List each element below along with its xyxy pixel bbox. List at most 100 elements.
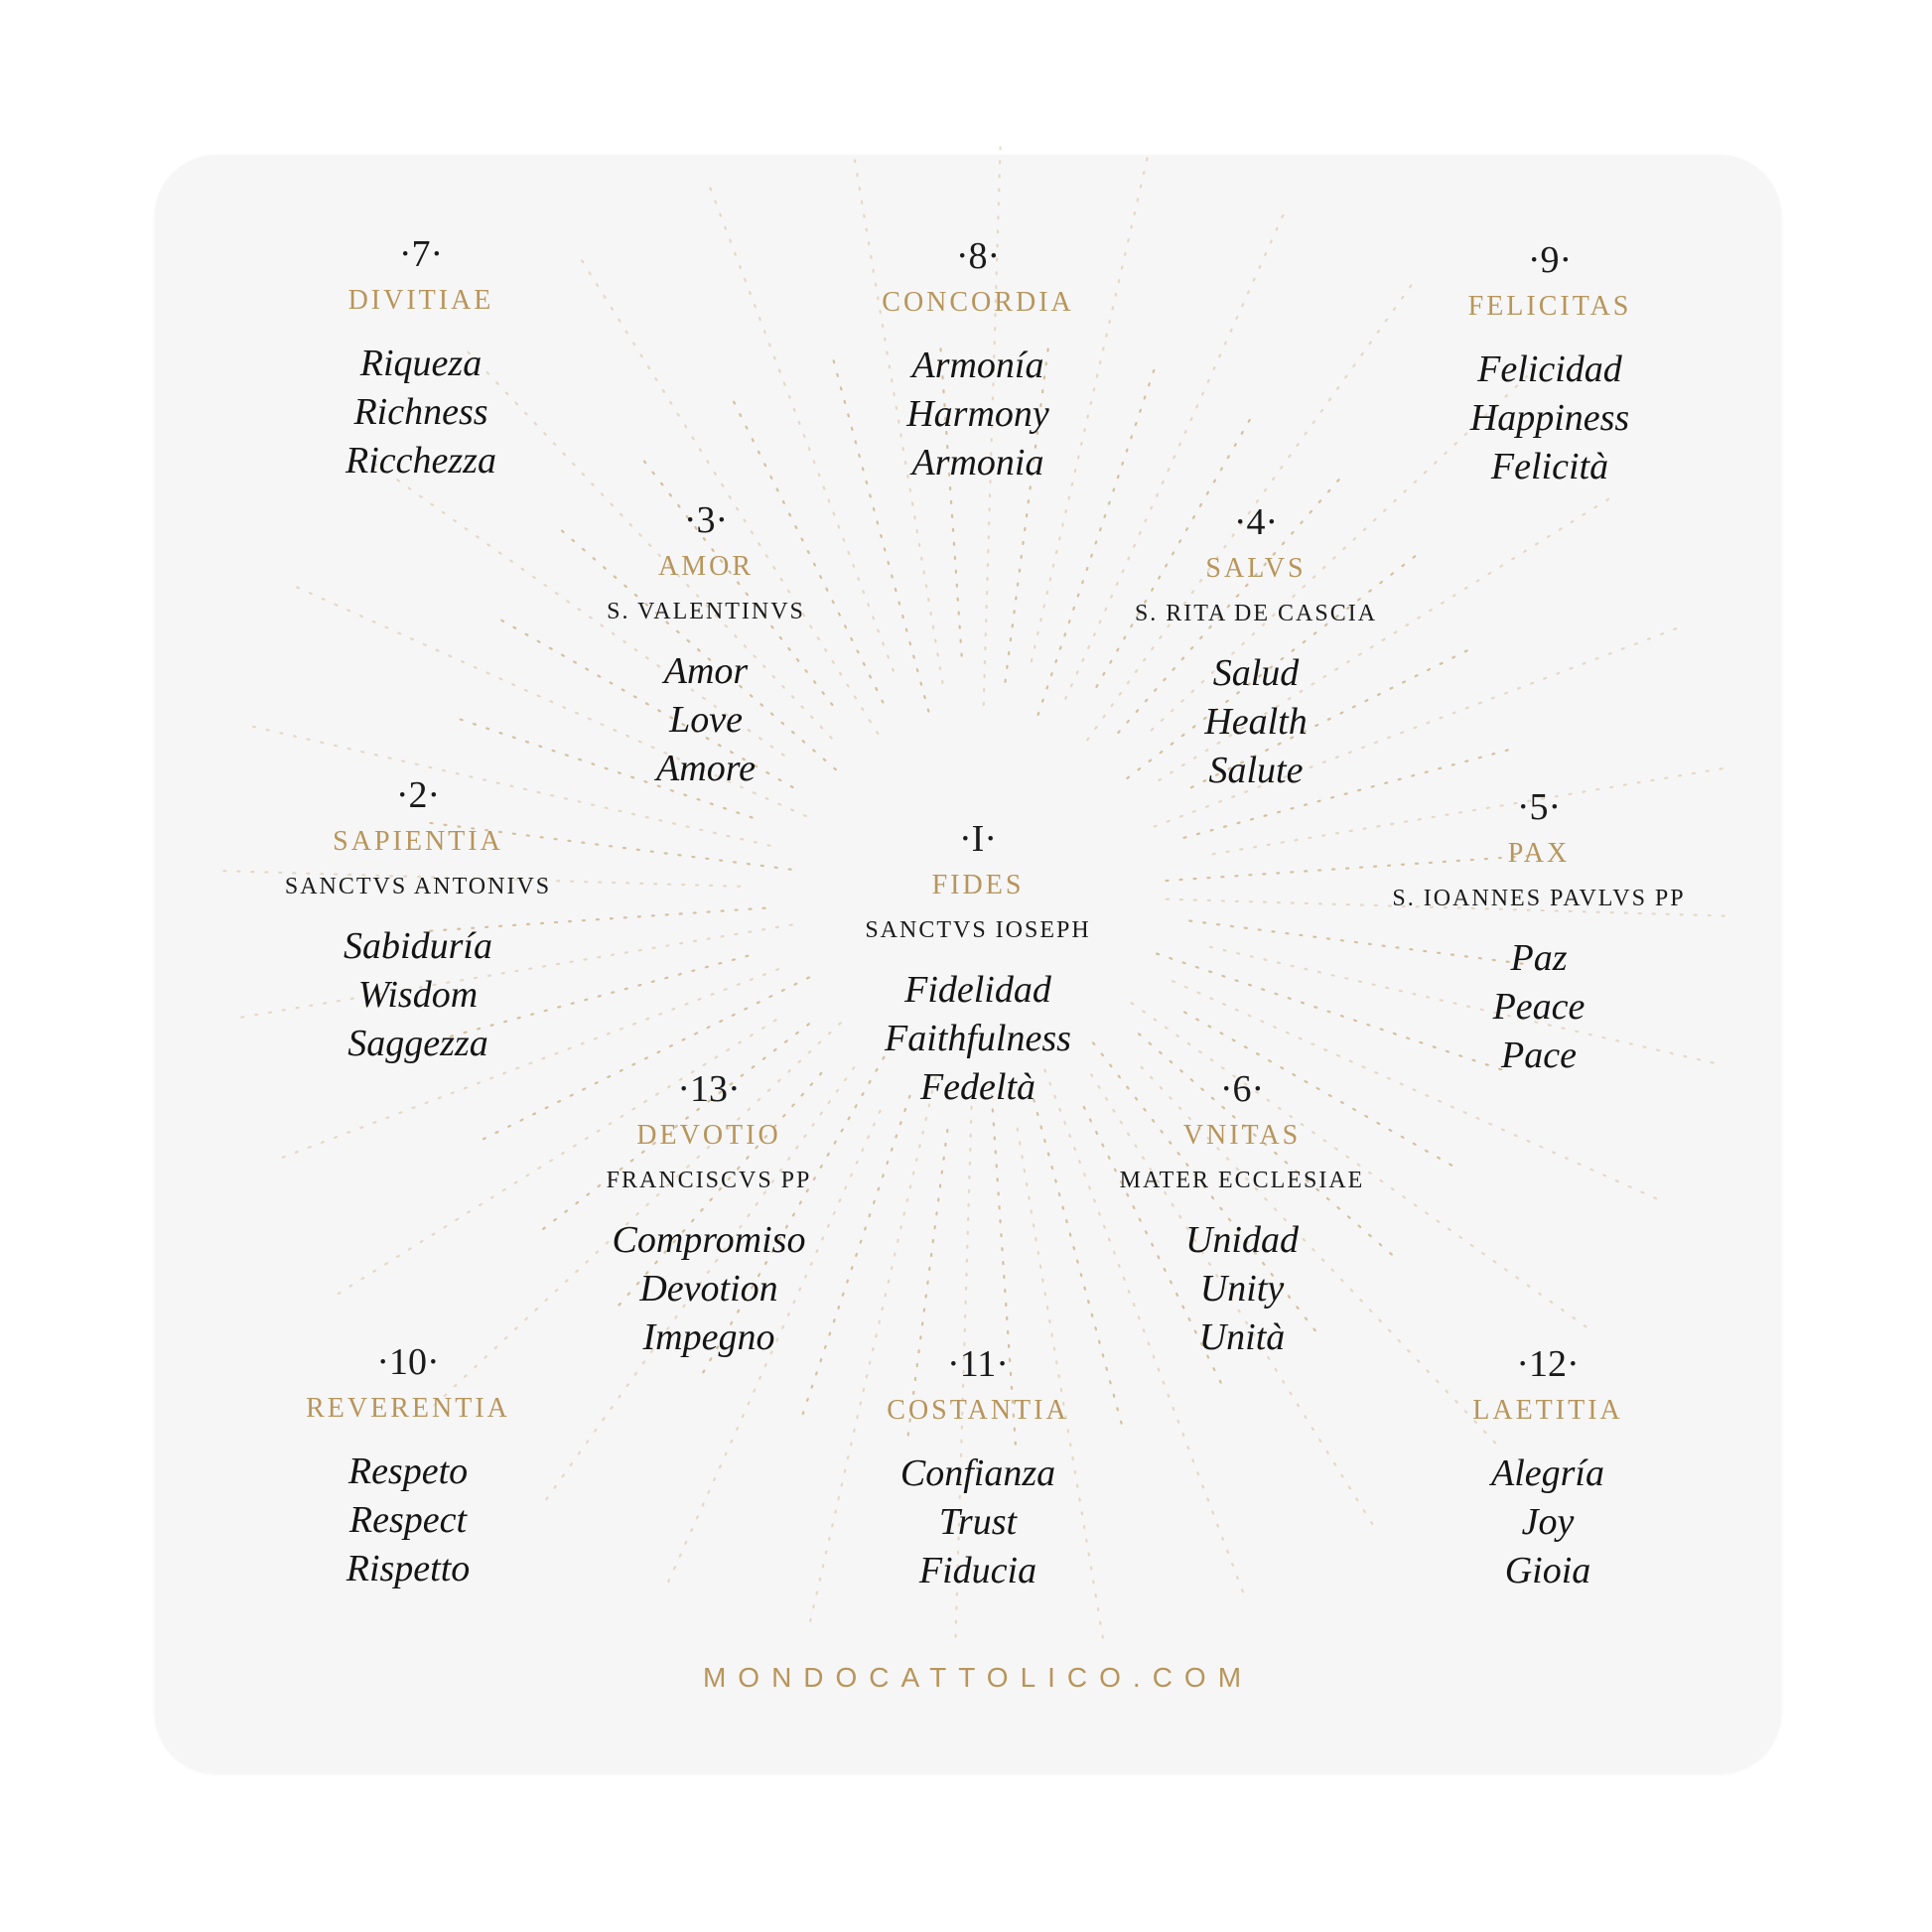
virtue-title: DIVITIAE [347,285,494,316]
translations: Salud Health Salute [1204,649,1307,795]
translation-word: Salute [1208,750,1304,791]
saint-name: SANCTVS ANTONIVS [284,874,552,899]
ray [1137,1033,1399,1261]
translation-word: Ricchezza [345,440,496,482]
virtue-number: ·7· [398,233,444,275]
saint-name: S. VALENTINVS [607,599,805,624]
ray [536,1023,810,1235]
virtue-title: FELICITAS [1467,291,1632,322]
translation-word: Armonía [911,345,1044,386]
ray [427,1022,842,1413]
ray [938,338,963,657]
ray [1016,1127,1104,1639]
ray [1211,767,1724,856]
virtue-block: ·5· PAX S. IOANNES PAVLVS PP Paz Peace Pace [1392,784,1685,1080]
translations: Felicidad Happiness Felicità [1470,345,1629,491]
virtue-number: ·9· [1527,239,1573,281]
virtue-title: FIDES [931,870,1025,900]
translations: Armonía Harmony Armonia [906,342,1049,487]
translation-word: Richness [353,391,488,433]
saint-name: FRANCISCVS PP [606,1168,812,1193]
translation-word: Peace [1492,986,1586,1028]
ray [494,616,794,789]
virtue-number: ·12· [1516,1343,1580,1385]
virtue-block: ·11· COSTANTIA Confianza Trust Fiducia [887,1341,1068,1595]
translation-word: Gioia [1504,1550,1591,1591]
saint-name: SANCTVS IOSEPH [865,917,1091,943]
virtue-number: ·6· [1219,1068,1265,1110]
virtue-title: COSTANTIA [887,1395,1069,1426]
virtue-title: VNITAS [1182,1120,1302,1151]
ray [1030,157,1149,663]
ray [288,583,807,818]
saint-name: S. RITA DE CASCIA [1134,601,1378,626]
ray [1033,1098,1125,1432]
saint-name: MATER ECCLESIAE [1119,1168,1365,1193]
ray [1095,410,1256,688]
virtue-block: ·4· SALVS S. RITA DE CASCIA Salud Health Sal… [1135,499,1377,795]
ray [232,923,793,1020]
virtue-block: ·I· FIDES SANCTVS IOSEPH Fidelidad Faithful… [865,816,1090,1112]
virtue-number: ·2· [395,774,441,816]
ray [1140,1065,1497,1445]
ray [450,715,754,819]
translation-word: Felicità [1490,446,1609,487]
ray [1165,897,1733,917]
translation-word: Rispetto [345,1548,471,1589]
ray [1117,473,1345,735]
virtue-title: CONCORDIA [882,287,1074,318]
ray [337,1019,777,1296]
ray [611,1071,823,1314]
ray [1086,277,1418,742]
virtue-number: ·13· [677,1068,741,1110]
virtue-block: ·7· DIVITIAE Riqueza Richness Ricchezza [345,231,496,485]
ray [440,954,750,1040]
ray [422,906,766,933]
ray [1208,945,1715,1064]
ray [989,1080,1018,1449]
footer-website: MONDOCATTOLICO.COM [702,1662,1254,1693]
virtue-number: ·10· [376,1341,440,1383]
ray [1165,854,1534,883]
virtue-block: ·3· AMOR S. VALENTINVS Amor Love Amore [607,497,805,793]
translations: Riqueza Richness Ricchezza [345,340,496,485]
translation-word: Confianza [899,1452,1056,1494]
translation-word: Salud [1212,652,1300,694]
virtue-block: ·8· CONCORDIA Armonía Harmony Armonia [882,233,1073,487]
translations: Unidad Unity Unità [1185,1216,1299,1362]
virtue-title: DEVOTIO [636,1120,781,1151]
ray [1182,747,1516,839]
ray [1189,644,1477,789]
translation-word: Fedeltà [919,1066,1036,1108]
virtue-number: ·I· [959,818,997,860]
virtue-block: ·10· REVERENTIA Respeto Respect Rispetto [306,1339,510,1593]
ray [831,355,930,713]
ray [425,821,792,871]
virtue-title: LAETITIA [1472,1395,1623,1426]
virtue-number: ·4· [1233,501,1279,543]
translation-word: Compromiso [612,1219,806,1261]
virtue-block: ·2· SAPIENTIA SANCTVS ANTONIVS Sabiduría Wi… [285,772,551,1068]
ray [1043,1068,1247,1600]
translation-word: Felicidad [1477,348,1622,390]
translation-word: Amore [656,748,756,789]
ray [222,870,742,888]
translation-word: Faithfulness [885,1018,1071,1059]
translation-word: Riqueza [359,343,483,384]
virtue-title: AMOR [657,551,754,582]
ray [361,454,785,757]
card [155,155,1781,1773]
virtue-number: ·5· [1516,786,1562,828]
translation-word: Joy [1521,1501,1575,1543]
virtue-title: PAX [1507,838,1571,869]
translation-word: Devotion [639,1268,778,1310]
translation-word: Fiducia [918,1550,1037,1591]
translations: Alegría Joy Gioia [1491,1449,1604,1595]
ray [729,394,885,704]
translation-word: Harmony [906,393,1049,435]
virtue-title: SAPIENTIA [333,826,503,857]
ray [982,138,1002,707]
ray [700,1055,886,1377]
translation-word: Unity [1199,1268,1285,1310]
